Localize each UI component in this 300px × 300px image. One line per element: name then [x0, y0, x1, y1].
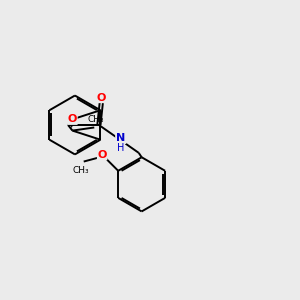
Text: CH₃: CH₃	[87, 115, 104, 124]
Text: O: O	[68, 114, 77, 124]
Text: N: N	[116, 133, 125, 143]
Text: O: O	[97, 93, 106, 103]
Text: O: O	[98, 150, 107, 160]
Text: H: H	[117, 142, 124, 153]
Text: CH₃: CH₃	[73, 166, 89, 175]
